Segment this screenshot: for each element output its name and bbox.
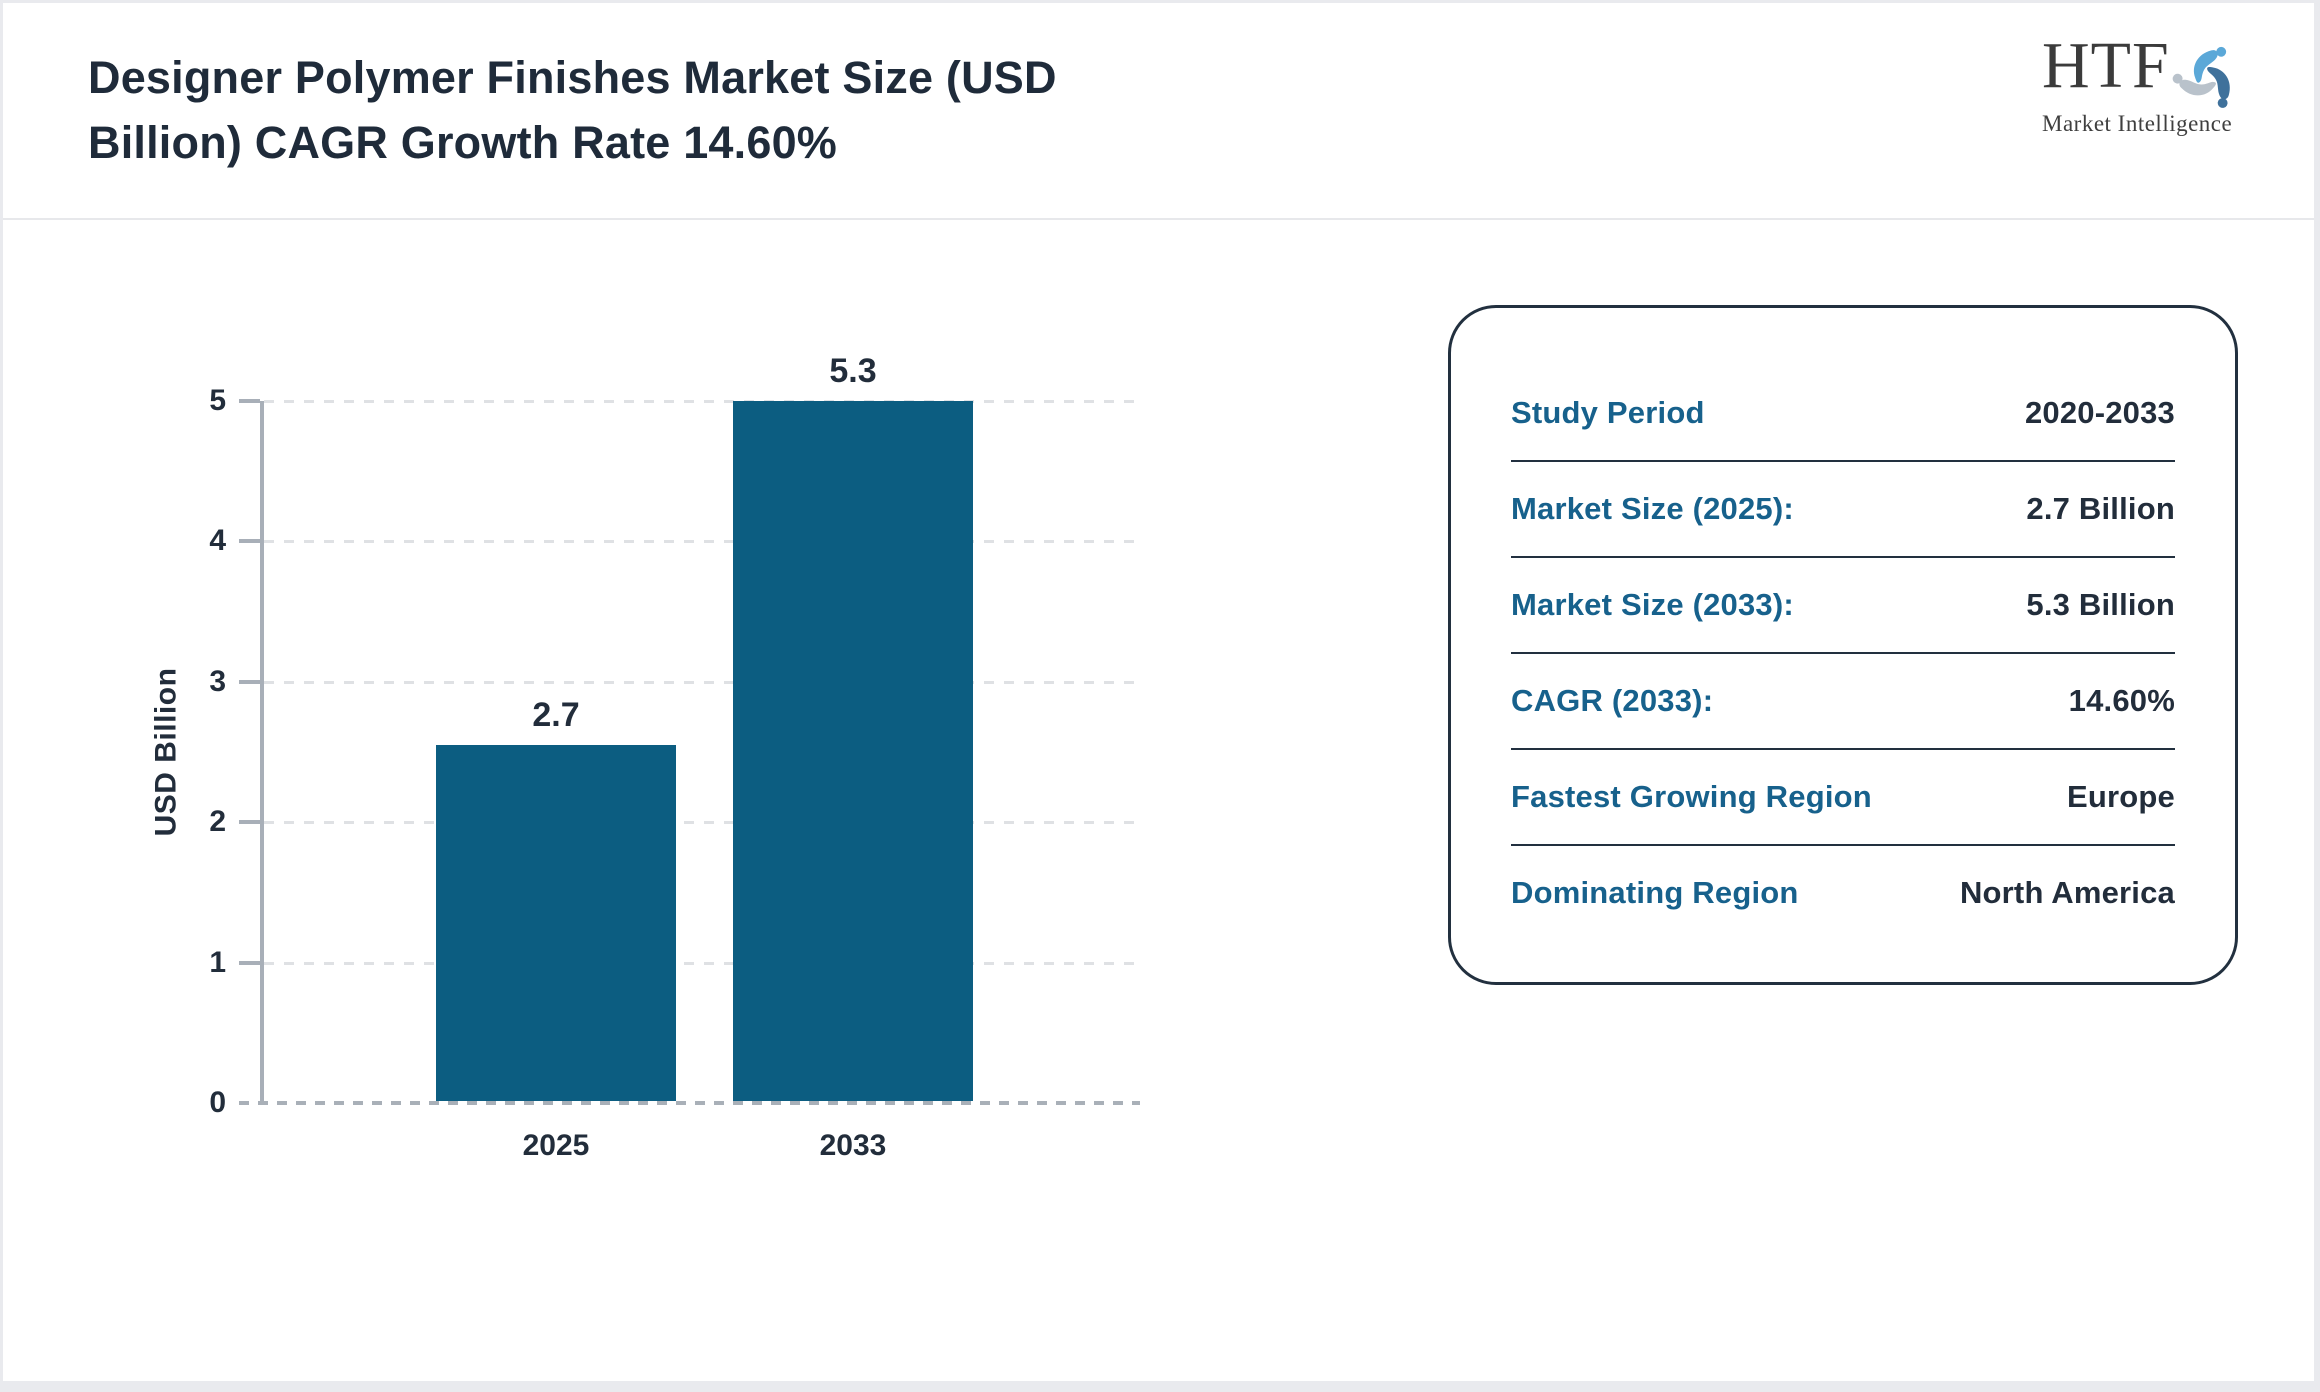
- gridline: [264, 961, 1140, 965]
- info-card-row: Market Size (2033): 5.3 Billion: [1511, 558, 2175, 654]
- logo-figure-light-blue: [2193, 46, 2226, 83]
- info-card-row: CAGR (2033): 14.60%: [1511, 654, 2175, 750]
- logo-row: HTF: [2042, 27, 2242, 121]
- x-axis-baseline: [239, 1101, 1140, 1105]
- info-card-row-value: North America: [1959, 875, 2175, 910]
- info-card-row-label: CAGR (2033):: [1511, 683, 1714, 718]
- info-card-row: Dominating Region North America: [1511, 846, 2175, 940]
- x-axis-category-label: 2033: [819, 1129, 887, 1162]
- bar-value-label: 5.3: [829, 352, 877, 390]
- y-tick-label: 5: [209, 384, 226, 417]
- logo-figure-steel-blue: [2206, 66, 2230, 108]
- gridline: [264, 400, 1140, 403]
- y-tick-label: 2: [209, 805, 226, 839]
- gridline: [264, 680, 1140, 684]
- y-tick-mark: [239, 679, 260, 684]
- gridline: [264, 821, 1140, 825]
- three-figures-swirl-icon: [2172, 46, 2230, 108]
- header-divider: [3, 218, 2314, 220]
- logo-subtext: Market Intelligence: [2042, 111, 2233, 136]
- y-tick-mark: [239, 960, 260, 965]
- info-card-row-label: Study Period: [1511, 395, 1705, 430]
- info-card-row: Market Size (2025): 2.7 Billion: [1511, 462, 2175, 558]
- page-title-line-2: Billion) CAGR Growth Rate 14.60%: [88, 117, 838, 168]
- bar-value-label: 2.7: [532, 696, 580, 734]
- y-tick-label: 0: [209, 1086, 226, 1119]
- htf-logo: HTF Market Intelligence: [2042, 27, 2242, 137]
- y-tick-label: 3: [209, 664, 226, 698]
- y-tick-mark: [239, 399, 260, 403]
- logo-text: HTF: [2042, 29, 2170, 102]
- page-title: Designer Polymer Finishes Market Size (U…: [88, 45, 1057, 175]
- logo-figure-gray: [2172, 73, 2216, 96]
- y-tick-mark: [239, 820, 260, 825]
- y-tick-label: 4: [209, 524, 226, 558]
- page-title-line-1: Designer Polymer Finishes Market Size (U…: [88, 52, 1057, 103]
- bar-2025: [436, 745, 676, 1103]
- gridline: [264, 540, 1140, 544]
- info-card-row-label: Market Size (2033):: [1511, 587, 1794, 622]
- x-axis-category-label: 2025: [522, 1129, 590, 1162]
- info-card-row: Study Period 2020-2033: [1511, 366, 2175, 462]
- info-card-row-value: 5.3 Billion: [2026, 587, 2175, 622]
- y-axis-line: [260, 401, 264, 1105]
- info-card-row-value: 2.7 Billion: [2026, 491, 2175, 526]
- page: Designer Polymer Finishes Market Size (U…: [3, 3, 2314, 1381]
- y-tick-label: 1: [209, 945, 226, 979]
- y-tick-mark: [239, 539, 260, 544]
- info-card-row-value: 14.60%: [2068, 683, 2175, 718]
- info-card-row-label: Market Size (2025):: [1511, 491, 1794, 526]
- bar-chart-plot-area: USD Billion 0 1 2 3 4 5 2.7 2025 5.3 2033: [149, 353, 1140, 1162]
- info-card: Study Period 2020-2033 Market Size (2025):…: [1448, 305, 2238, 985]
- bar-2033: [733, 401, 973, 1103]
- info-card-row-value: Europe: [2067, 779, 2175, 814]
- info-card-row-label: Fastest Growing Region: [1511, 779, 1872, 814]
- info-card-row-label: Dominating Region: [1511, 875, 1799, 910]
- info-card-row: Fastest Growing Region Europe: [1511, 750, 2175, 846]
- info-card-row-value: 2020-2033: [2024, 395, 2175, 430]
- y-axis-title: USD Billion: [149, 667, 182, 837]
